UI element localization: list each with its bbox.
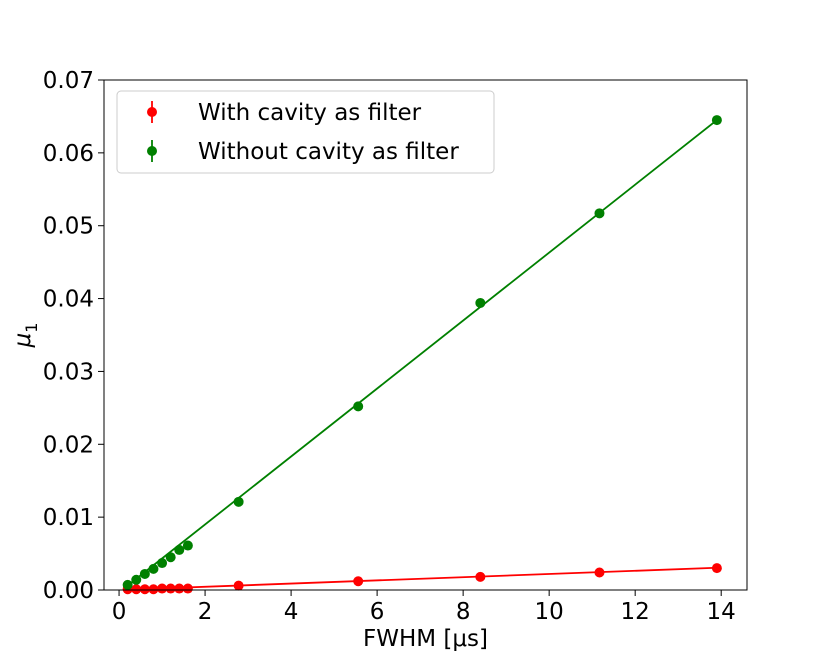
y-tick-label: 0.04 (43, 287, 94, 313)
x-tick-label: 14 (707, 599, 736, 625)
data-point (475, 571, 486, 582)
y-tick-label: 0.02 (43, 432, 94, 458)
data-point (182, 540, 193, 551)
x-tick-label: 2 (198, 599, 213, 625)
axes-frame (103, 79, 748, 591)
plot-area (122, 115, 722, 595)
x-tick-label: 0 (112, 599, 127, 625)
y-tick-label: 0.01 (43, 505, 94, 531)
data-point (182, 583, 193, 594)
data-point (139, 568, 150, 579)
y-axis-label: μ1 (10, 323, 41, 349)
data-point (131, 574, 142, 585)
y-tick-label: 0.07 (43, 68, 94, 94)
data-point (594, 208, 605, 219)
y-tick-label: 0.06 (43, 141, 94, 167)
data-point (174, 583, 185, 594)
data-point (148, 584, 159, 595)
legend-label: With cavity as filter (198, 100, 422, 126)
y-tick-label: 0.00 (43, 578, 94, 604)
legend-item: With cavity as filter (147, 100, 422, 126)
data-point (353, 576, 364, 587)
data-point (157, 558, 168, 569)
data-point (122, 579, 133, 590)
y-tick-label: 0.05 (43, 214, 94, 240)
data-point (475, 297, 486, 308)
legend-item: Without cavity as filter (147, 139, 459, 165)
x-tick-label: 12 (621, 599, 650, 625)
data-point (233, 580, 244, 591)
data-point (165, 552, 176, 563)
data-point (148, 563, 159, 574)
series-2 (122, 115, 722, 590)
legend-box (116, 90, 495, 174)
data-point (711, 115, 722, 126)
x-tick-label: 8 (456, 599, 471, 625)
x-axis-label: FWHM [μs] (363, 626, 488, 652)
y-tick-label: 0.03 (43, 359, 94, 385)
data-point (353, 401, 364, 412)
data-point (711, 563, 722, 574)
legend: With cavity as filter Without cavity as f… (116, 90, 495, 174)
fit-line (127, 119, 718, 587)
fit-line (127, 566, 717, 591)
legend-label: Without cavity as filter (198, 139, 459, 165)
data-point (174, 544, 185, 555)
legend-marker (147, 146, 157, 156)
data-point (131, 584, 142, 595)
legend-marker (147, 107, 157, 117)
data-point (165, 583, 176, 594)
x-tick-label: 10 (535, 599, 564, 625)
axis-ticks: 0 2 4 6 8 10 12 14 0.00 0.01 0.02 0.03 0.04 0.05 0.06 0… (43, 68, 736, 625)
data-point (139, 584, 150, 595)
data-point (594, 567, 605, 578)
y-axis-label-subscript: 1 (22, 323, 41, 333)
y-axis-label-base: μ (10, 333, 36, 349)
series-1 (122, 563, 722, 595)
data-point (157, 583, 168, 594)
x-tick-label: 4 (284, 599, 299, 625)
data-point (233, 496, 244, 507)
x-tick-label: 6 (370, 599, 385, 625)
